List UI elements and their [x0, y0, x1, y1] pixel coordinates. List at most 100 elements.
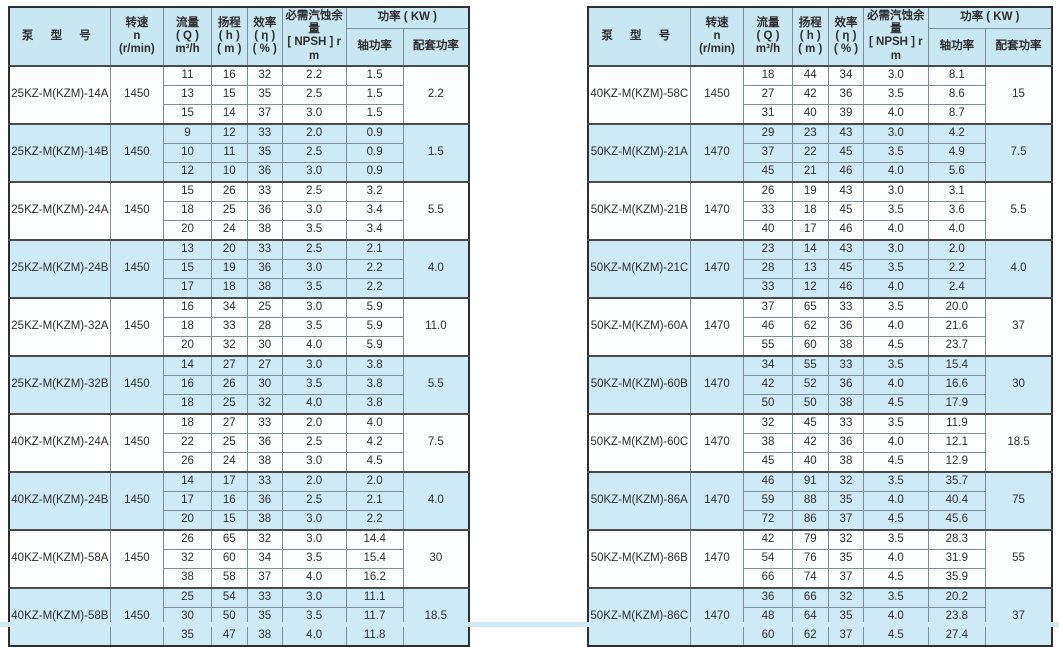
npsh-cell: 3.5: [281, 316, 347, 337]
shaft-power-cell: 3.1: [927, 180, 987, 202]
flow-cell: 60: [743, 625, 793, 647]
flow-cell: 45: [743, 161, 793, 183]
flow-cell: 20: [163, 335, 212, 357]
head-cell: 42: [791, 84, 829, 105]
flow-cell: 27: [743, 84, 793, 105]
table-row: 45 21 46 4.0 5.6: [588, 161, 1052, 183]
speed-cell: 1470: [689, 122, 745, 183]
table-row: 38 42 36 4.0 12.1: [588, 432, 1052, 453]
col-header-eff: 效率( η )( % ): [827, 6, 865, 67]
npsh-cell: 2.0: [281, 470, 347, 492]
npsh-cell: 4.0: [863, 548, 929, 569]
flow-cell: 38: [163, 567, 212, 589]
speed-cell: 1450: [109, 412, 165, 473]
flow-cell: 20: [163, 219, 212, 241]
head-cell: 17: [791, 219, 829, 241]
table-row: 22 25 36 2.5 4.2: [9, 432, 469, 453]
right-table: 泵 型 号转速 n (r/min) 流量( Q ) m³/h 扬程( h )( m ) 效率…: [587, 6, 1053, 647]
efficiency-cell: 38: [246, 509, 283, 531]
col-header-power: 功率 ( KW ): [345, 6, 470, 29]
head-cell: 20: [210, 238, 248, 260]
flow-cell: 50: [743, 393, 793, 415]
table-row: 15 19 36 3.0 2.2: [9, 258, 469, 279]
shaft-power-cell: 4.2: [927, 122, 987, 144]
pump-model-cell: 40KZ-M(KZM)-24A: [8, 412, 111, 473]
rated-power-cell: 4.0: [402, 470, 470, 531]
table-row: 50KZ-M(KZM)-86B 1470 42 79 32 3.5 28.3 55: [587, 528, 1053, 589]
head-cell: 79: [791, 528, 829, 550]
head-cell: 76: [791, 548, 829, 569]
table-row: 16 26 30 3.5 3.8: [9, 374, 469, 395]
shaft-power-cell: 11.9: [927, 412, 987, 434]
pump-model-cell: 50KZ-M(KZM)-60B: [587, 354, 691, 415]
npsh-cell: 3.5: [863, 258, 929, 279]
shaft-power-cell: 0.9: [345, 142, 404, 163]
flow-cell: 66: [743, 567, 793, 589]
npsh-cell: 2.5: [281, 84, 347, 105]
head-cell: 13: [791, 258, 829, 279]
head-cell: 23: [791, 122, 829, 144]
flow-cell: 42: [743, 374, 793, 395]
flow-cell: 29: [743, 122, 793, 144]
pump-model-cell: 40KZ-M(KZM)-58B: [8, 586, 111, 647]
speed-cell: 1450: [109, 64, 165, 125]
efficiency-cell: 32: [246, 528, 283, 550]
efficiency-cell: 35: [827, 490, 865, 511]
rated-power-cell: 2.2: [402, 64, 470, 125]
flow-cell: 28: [743, 258, 793, 279]
rated-power-cell: 5.5: [402, 354, 470, 415]
efficiency-cell: 35: [827, 548, 865, 569]
col-header-model: 泵 型 号: [8, 6, 111, 67]
pump-spec-table-left: 泵 型 号转速 n (r/min) 流量( Q ) m³/h 扬程( h )( m ) 效率…: [8, 6, 470, 647]
flow-cell: 23: [743, 238, 793, 260]
npsh-cell: 2.5: [281, 432, 347, 453]
efficiency-cell: 43: [827, 122, 865, 144]
rated-power-cell: 37: [985, 586, 1053, 647]
pump-model-cell: 50KZ-M(KZM)-60C: [587, 412, 691, 473]
speed-cell: 1470: [689, 238, 745, 299]
npsh-cell: 3.5: [863, 142, 929, 163]
pump-spec-table-right: 泵 型 号转速 n (r/min) 流量( Q ) m³/h 扬程( h )( m ) 效率…: [587, 6, 1053, 647]
shaft-power-cell: 0.9: [345, 122, 404, 144]
flow-cell: 72: [743, 509, 793, 531]
npsh-cell: 3.0: [281, 103, 347, 125]
shaft-power-cell: 16.2: [345, 567, 404, 589]
efficiency-cell: 38: [246, 625, 283, 647]
shaft-power-cell: 3.8: [345, 354, 404, 376]
speed-cell: 1450: [109, 180, 165, 241]
rated-power-cell: 1.5: [402, 122, 470, 183]
npsh-cell: 3.0: [281, 451, 347, 473]
flow-cell: 26: [163, 451, 212, 473]
npsh-cell: 2.0: [281, 122, 347, 144]
npsh-cell: 3.5: [281, 219, 347, 241]
flow-cell: 9: [163, 122, 212, 144]
shaft-power-cell: 40.4: [927, 490, 987, 511]
efficiency-cell: 46: [827, 219, 865, 241]
efficiency-cell: 36: [246, 258, 283, 279]
head-cell: 18: [791, 200, 829, 221]
table-row: 48 64 35 4.0 23.8: [588, 606, 1052, 627]
col-header-npsh-line2: [ NPSH ] r: [287, 36, 341, 49]
efficiency-cell: 45: [827, 142, 865, 163]
col-header-head: 扬程( h )( m ): [210, 6, 248, 67]
col-header-rated-power: 配套功率: [985, 27, 1053, 67]
efficiency-cell: 33: [246, 412, 283, 434]
efficiency-cell: 46: [827, 161, 865, 183]
flow-cell: 48: [743, 606, 793, 627]
rated-power-cell: 4.0: [985, 238, 1053, 299]
table-row: 40KZ-M(KZM)-58B 1450 25 54 33 3.0 11.1 18.5: [8, 586, 470, 647]
efficiency-cell: 38: [246, 219, 283, 241]
head-cell: 65: [210, 528, 248, 550]
table-row: 25KZ-M(KZM)-24B 1450 13 20 33 2.5 2.1 4.0: [8, 238, 470, 299]
col-header-flow-line2: ( Q ): [756, 29, 780, 42]
shaft-power-cell: 0.9: [345, 161, 404, 183]
efficiency-cell: 33: [827, 296, 865, 318]
table-row: 25KZ-M(KZM)-14A 1450 11 16 32 2.2 1.5 2.2: [8, 64, 470, 125]
efficiency-cell: 37: [827, 625, 865, 647]
head-cell: 55: [791, 354, 829, 376]
table-row: 54 76 35 4.0 31.9: [588, 548, 1052, 569]
rated-power-cell: 15: [985, 64, 1053, 125]
npsh-cell: 4.5: [863, 393, 929, 415]
efficiency-cell: 36: [246, 161, 283, 183]
speed-cell: 1450: [109, 586, 165, 647]
